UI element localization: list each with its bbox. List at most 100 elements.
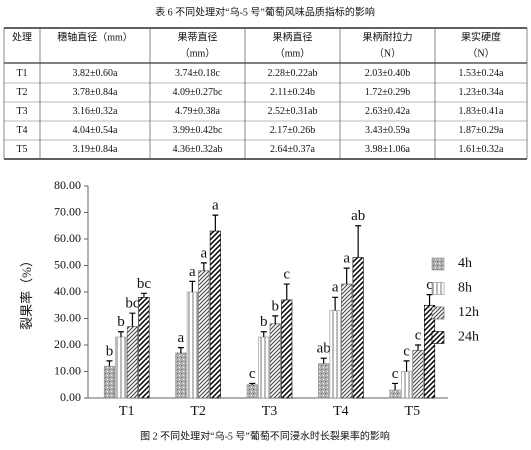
y-tick-label: 50.00 [54, 257, 81, 271]
table-header: （N） [467, 47, 494, 59]
significance-letter: a [178, 330, 185, 346]
table-cell: 3.99±0.42bc [173, 125, 223, 136]
significance-letter: bc [137, 276, 152, 292]
y-tick-label: 80.00 [54, 178, 81, 192]
x-tick-label: T2 [190, 404, 206, 419]
table-cell: 1.53±0.24a [459, 68, 504, 79]
legend-label: 24h [458, 330, 479, 345]
bar [186, 291, 198, 399]
significance-letter: c [392, 366, 399, 382]
table-cell: 2.64±0.37a [270, 144, 315, 155]
table-header: 处理 [12, 31, 32, 43]
error-bar [189, 280, 196, 292]
table-header: （mm） [275, 47, 311, 59]
significance-letter: c [403, 343, 410, 359]
bar [175, 352, 187, 399]
bar [412, 349, 424, 399]
y-tick-label: 10.00 [54, 363, 81, 377]
table-cell: T2 [16, 87, 27, 98]
table-cell: T4 [16, 125, 27, 136]
error-bar [426, 294, 433, 306]
y-tick-label: 60.00 [54, 231, 81, 245]
y-tick-label: 30.00 [54, 310, 81, 324]
x-tick-label: T1 [119, 404, 135, 419]
table-cell: 3.16±0.32a [73, 106, 118, 117]
bar [246, 384, 258, 399]
error-bar [320, 357, 327, 364]
table-cell: 1.72±0.29b [365, 87, 411, 98]
legend-swatch [431, 282, 445, 295]
bar [115, 336, 127, 399]
significance-letter: c [283, 266, 290, 282]
table-cell: 2.17±0.26b [270, 125, 316, 136]
error-bar [212, 214, 219, 232]
y-tick-label: 20.00 [54, 337, 81, 351]
table-cell: T3 [16, 106, 27, 117]
bar [352, 257, 364, 399]
table-cell: 3.74±0.18c [175, 68, 220, 79]
table-cell: 3.78±0.84a [73, 87, 118, 98]
legend-label: 12h [458, 305, 479, 320]
bar [400, 371, 413, 399]
figure-caption: 图 2 不同处理对“乌-5 号”葡萄不同浸水时长裂果率的影响 [140, 429, 390, 442]
bar [341, 283, 353, 399]
bar [318, 363, 330, 399]
significance-letter: b [117, 314, 125, 330]
error-bar [249, 382, 256, 385]
table-cell: 2.28±0.22ab [268, 68, 318, 79]
significance-letter: c [426, 277, 433, 293]
significance-letter: a [201, 245, 208, 261]
error-bar [415, 344, 422, 351]
bar [198, 270, 210, 399]
table-header: 果柄直径 [273, 30, 313, 43]
bar [103, 365, 115, 399]
significance-letter: b [260, 314, 268, 330]
bar [258, 336, 270, 399]
table-cell: T5 [16, 144, 27, 155]
error-bar [106, 360, 113, 367]
significance-letter: a [189, 264, 196, 280]
table-cell: 3.43±0.59a [365, 125, 410, 136]
bar [269, 323, 281, 399]
table-cell: T1 [16, 68, 27, 79]
table-cell: 4.04±0.54a [73, 125, 118, 136]
table-header: 果实硬度 [461, 30, 501, 43]
table-cell: 3.82±0.60a [73, 68, 118, 79]
legend-label: 8h [458, 281, 472, 296]
bar [281, 299, 293, 399]
table-cell: 2.11±0.24b [270, 87, 315, 98]
significance-letter: bc [125, 296, 140, 312]
error-bar [200, 262, 207, 271]
x-tick-label: T5 [405, 404, 421, 419]
significance-letter: ab [351, 208, 365, 224]
table-cell: 4.09±0.27bc [173, 87, 223, 98]
y-tick-label: 0.00 [60, 390, 81, 404]
error-bar [332, 296, 339, 311]
significance-letter: c [249, 366, 256, 382]
legend-label: 4h [458, 256, 472, 271]
legend-swatch [431, 331, 445, 344]
error-bar [283, 283, 290, 300]
bar [138, 296, 150, 399]
significance-letter: a [332, 280, 339, 296]
significance-letter: c [415, 327, 422, 343]
error-bar [140, 292, 147, 298]
legend-swatch [431, 257, 445, 271]
error-bar [129, 312, 136, 327]
table-cell: 1.83±0.41a [459, 106, 504, 117]
error-bar [355, 225, 362, 258]
y-tick-label: 70.00 [54, 204, 81, 218]
table-cell: 3.19±0.84a [73, 144, 118, 155]
table-cell: 4.79±0.38a [175, 106, 220, 117]
table-cell: 2.03±0.40b [365, 68, 411, 79]
error-bar [272, 315, 279, 324]
error-bar [177, 347, 184, 353]
table-caption: 表 6 不同处理对“乌-5 号”葡萄风味品质指标的影响 [155, 5, 375, 18]
table-cell: 2.63±0.42a [365, 106, 410, 117]
table-header: （mm） [180, 47, 216, 59]
table-header: 穗轴直径（mm） [57, 30, 133, 43]
y-axis-label: 裂果率（%） [19, 254, 34, 330]
table-cell: 2.52±0.31ab [268, 106, 318, 117]
